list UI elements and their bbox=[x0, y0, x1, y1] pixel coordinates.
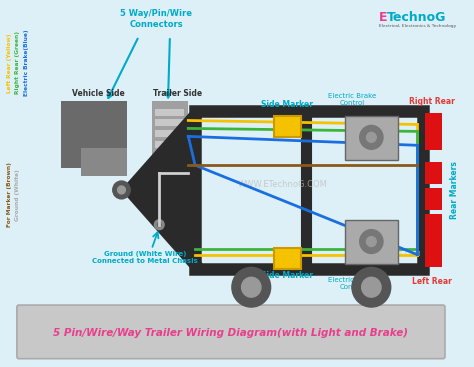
Circle shape bbox=[366, 132, 376, 142]
Circle shape bbox=[155, 220, 164, 230]
Bar bbox=[155, 130, 184, 137]
Text: E: E bbox=[379, 11, 388, 24]
Bar bbox=[345, 116, 399, 160]
Text: Side Marker: Side Marker bbox=[261, 271, 313, 280]
Circle shape bbox=[113, 181, 130, 199]
Text: Electrical, Electronics & Technology: Electrical, Electronics & Technology bbox=[379, 24, 456, 28]
Text: Side Marker: Side Marker bbox=[261, 99, 313, 109]
Text: WWW.ETechnoG.COM: WWW.ETechnoG.COM bbox=[237, 181, 327, 189]
Text: Electric Brake
Control: Electric Brake Control bbox=[328, 92, 376, 106]
Bar bbox=[62, 101, 128, 168]
Bar bbox=[195, 110, 423, 269]
Circle shape bbox=[232, 268, 271, 307]
Circle shape bbox=[362, 277, 381, 297]
Circle shape bbox=[360, 230, 383, 254]
Text: Left Rear (Yellow): Left Rear (Yellow) bbox=[7, 33, 12, 93]
Polygon shape bbox=[129, 116, 195, 264]
Circle shape bbox=[352, 268, 391, 307]
Bar bbox=[425, 162, 442, 184]
Bar bbox=[425, 113, 442, 150]
Bar bbox=[273, 116, 301, 137]
Bar bbox=[425, 214, 442, 236]
Bar bbox=[155, 120, 184, 127]
Circle shape bbox=[366, 237, 376, 247]
Text: Left Rear: Left Rear bbox=[412, 277, 452, 286]
Bar bbox=[155, 152, 184, 159]
Text: Right Rear: Right Rear bbox=[410, 97, 456, 106]
Text: TechnoG: TechnoG bbox=[387, 11, 446, 24]
Text: Right Rear (Green): Right Rear (Green) bbox=[15, 32, 20, 94]
Text: Trailer Side: Trailer Side bbox=[153, 89, 202, 98]
FancyBboxPatch shape bbox=[17, 305, 445, 359]
Bar bbox=[155, 141, 184, 148]
Circle shape bbox=[242, 277, 261, 297]
Bar bbox=[425, 188, 442, 210]
Circle shape bbox=[157, 223, 161, 227]
Bar bbox=[155, 109, 184, 116]
Circle shape bbox=[118, 186, 125, 194]
Text: Electric Brake
Control: Electric Brake Control bbox=[328, 277, 376, 290]
Bar bbox=[425, 230, 442, 268]
Text: Rear Markers: Rear Markers bbox=[450, 161, 459, 219]
Text: 5 Pin/Wire/Way Trailer Wiring Diagram(with Light and Brake): 5 Pin/Wire/Way Trailer Wiring Diagram(wi… bbox=[54, 328, 409, 338]
Text: Electric Brake(Blue): Electric Brake(Blue) bbox=[24, 30, 29, 96]
Text: 5 Way/Pin/Wire
Connectors: 5 Way/Pin/Wire Connectors bbox=[120, 9, 192, 29]
Text: WWW.ETechnoG.COM: WWW.ETechnoG.COM bbox=[346, 251, 421, 258]
Bar bbox=[152, 101, 188, 165]
Bar bbox=[345, 220, 399, 264]
Text: Vehicle Side: Vehicle Side bbox=[72, 89, 125, 98]
Text: For Marker (Brown): For Marker (Brown) bbox=[7, 163, 12, 227]
Text: Ground (White): Ground (White) bbox=[15, 169, 20, 221]
Text: Ground (White Wire)
Connected to Metal Chasis: Ground (White Wire) Connected to Metal C… bbox=[92, 251, 198, 265]
Bar bbox=[81, 148, 128, 176]
Bar bbox=[273, 247, 301, 269]
Circle shape bbox=[360, 126, 383, 149]
